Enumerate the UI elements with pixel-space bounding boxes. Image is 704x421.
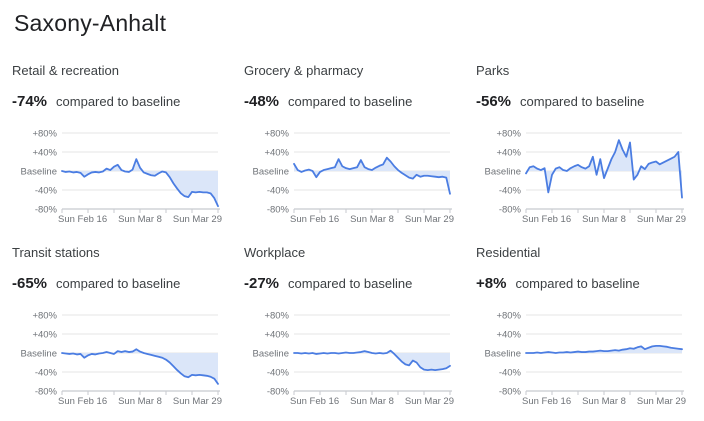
x-tick-label: Sun Mar 29 [173,214,222,223]
chart-value-row: -56% compared to baseline [476,93,702,111]
line-chart: +80% +40% Baseline -40% -80%Sun Feb 16 Sun Ma… [253,129,454,224]
y-tick-label: -80% [267,387,290,398]
chart-value-row: +8% compared to baseline [476,275,702,293]
charts-grid: Retail & recreation -74% compared to base… [12,63,692,405]
y-tick-label: -40% [35,186,58,197]
mobility-report-page: Saxony-Anhalt Retail & recreation -74% co… [12,10,692,405]
x-tick-label: Sun Mar 8 [582,396,626,405]
y-tick-label: +40% [496,148,521,159]
y-tick-label: +80% [32,129,57,140]
x-tick-label: Sun Feb 16 [522,396,571,405]
chart-title: Grocery & pharmacy [244,63,364,78]
data-area [526,345,682,353]
chart-title: Residential [476,245,541,260]
chart-card: Retail & recreation -74% compared to base… [12,63,238,223]
chart-caption: compared to baseline [288,94,413,109]
chart-title: Transit stations [12,245,100,260]
data-area [294,350,450,371]
chart-caption: compared to baseline [515,276,640,291]
y-tick-label: +40% [496,330,521,341]
x-tick-label: Sun Feb 16 [58,214,107,223]
y-tick-label: +80% [32,311,57,322]
chart-value-row: -27% compared to baseline [244,275,470,293]
chart-card: Parks -56% compared to baseline +80% +40% B… [476,63,702,223]
x-tick-label: Sun Mar 8 [350,396,394,405]
chart-caption: compared to baseline [56,94,181,109]
data-line [61,158,219,208]
line-chart: +80% +40% Baseline -40% -80%Sun Feb 16 Sun Ma… [21,129,222,224]
y-tick-label: +40% [32,330,57,341]
chart-title: Retail & recreation [12,63,119,78]
page-title: Saxony-Anhalt [14,10,167,36]
y-tick-label: Baseline [21,349,57,360]
y-tick-label: Baseline [21,167,57,178]
y-tick-label: -80% [499,205,522,216]
y-tick-label: +40% [264,330,289,341]
data-line [293,349,451,371]
x-tick-label: Sun Mar 8 [582,214,626,223]
chart-caption: compared to baseline [520,94,645,109]
y-tick-label: +80% [264,129,289,140]
y-tick-label: -80% [267,205,290,216]
y-tick-label: +40% [264,148,289,159]
x-tick-label: Sun Feb 16 [58,396,107,405]
chart-delta-value: +8% [476,275,507,292]
x-tick-label: Sun Mar 29 [637,396,686,405]
line-chart: +80% +40% Baseline -40% -80%Sun Feb 16 Sun Ma… [485,311,686,406]
line-chart: +80% +40% Baseline -40% -80%Sun Feb 16 Sun Ma… [485,129,686,224]
x-tick-label: Sun Feb 16 [290,214,339,223]
x-tick-label: Sun Mar 29 [173,396,222,405]
x-tick-label: Sun Mar 29 [637,214,686,223]
x-tick-label: Sun Mar 29 [405,214,454,223]
chart-card: Residential +8% compared to baseline +80%… [476,245,702,405]
y-tick-label: -80% [499,387,522,398]
chart-card: Transit stations -65% compared to baselin… [12,245,238,405]
chart-value-row: -74% compared to baseline [12,93,238,111]
chart-delta-value: -48% [244,93,280,110]
y-tick-label: Baseline [485,349,521,360]
x-tick-label: Sun Feb 16 [522,214,571,223]
x-tick-label: Sun Mar 8 [118,396,162,405]
x-tick-label: Sun Feb 16 [290,396,339,405]
y-tick-label: -80% [35,387,58,398]
chart-card: Workplace -27% compared to baseline +80% +… [244,245,470,405]
y-tick-label: -40% [35,368,58,379]
line-chart: +80% +40% Baseline -40% -80%Sun Feb 16 Sun Ma… [253,311,454,406]
line-chart: +80% +40% Baseline -40% -80%Sun Feb 16 Sun Ma… [21,311,222,406]
data-line [61,348,219,385]
x-tick-label: Sun Mar 29 [405,396,454,405]
chart-caption: compared to baseline [288,276,413,291]
data-line [293,156,451,195]
y-tick-label: -40% [499,186,522,197]
chart-delta-value: -27% [244,275,280,292]
y-tick-label: Baseline [485,167,521,178]
chart-delta-value: -74% [12,93,48,110]
x-tick-label: Sun Mar 8 [118,214,162,223]
y-tick-label: +40% [32,148,57,159]
data-area [62,349,218,384]
y-tick-label: +80% [264,311,289,322]
y-tick-label: -40% [267,368,290,379]
chart-delta-value: -65% [12,275,48,292]
data-line [525,139,683,199]
y-tick-label: -40% [267,186,290,197]
y-tick-label: Baseline [253,167,289,178]
chart-value-row: -48% compared to baseline [244,93,470,111]
y-tick-label: +80% [496,311,521,322]
y-tick-label: -80% [35,205,58,216]
chart-title: Parks [476,63,510,78]
chart-delta-value: -56% [476,93,512,110]
chart-card: Grocery & pharmacy -48% compared to basel… [244,63,470,223]
y-tick-label: +80% [496,129,521,140]
y-tick-label: Baseline [253,349,289,360]
x-tick-label: Sun Mar 8 [350,214,394,223]
chart-value-row: -65% compared to baseline [12,275,238,293]
y-tick-label: -40% [499,368,522,379]
data-line [525,344,683,354]
chart-title: Workplace [244,245,306,260]
chart-caption: compared to baseline [56,276,181,291]
